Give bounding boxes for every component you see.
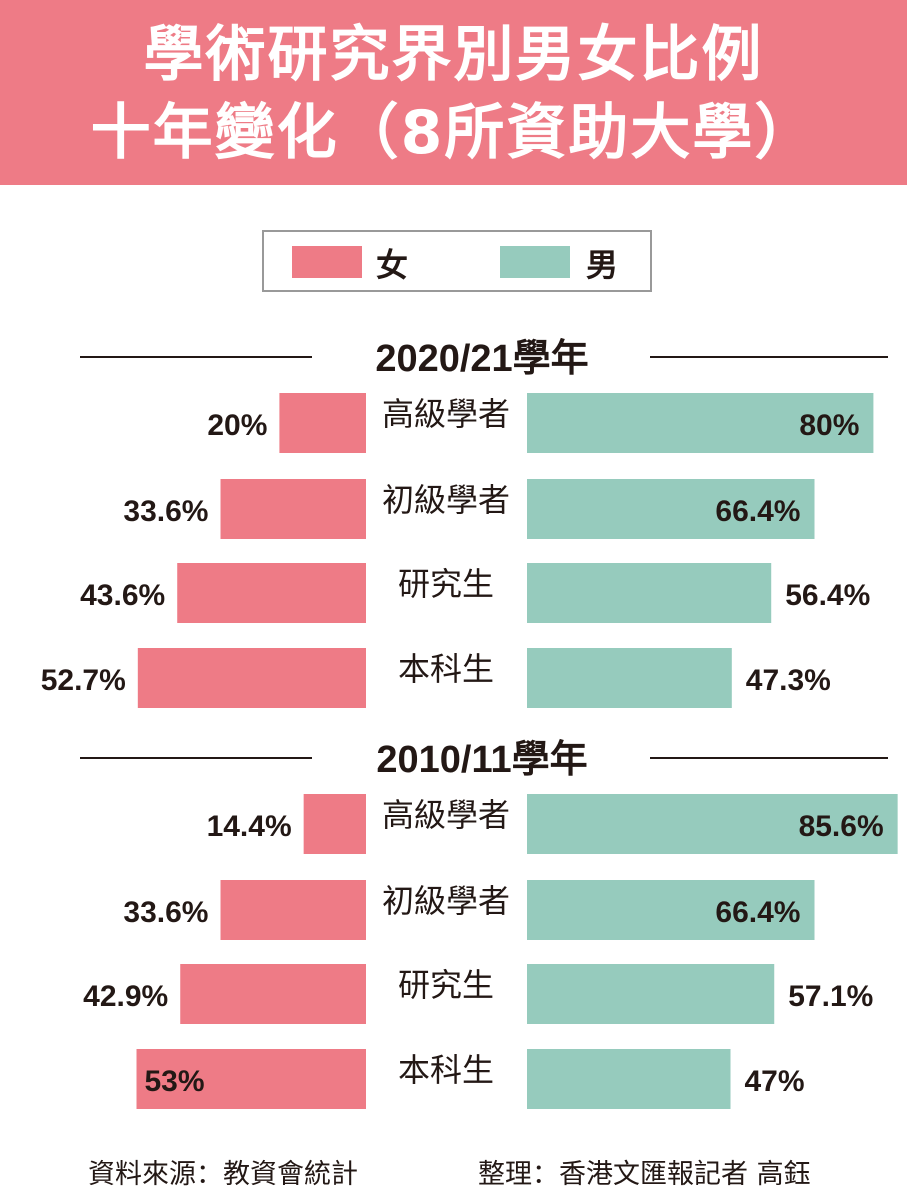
legend-label-male: 男 [586, 246, 619, 284]
data-label-female: 52.7% [41, 664, 126, 697]
data-label-male: 80% [799, 409, 859, 442]
data-label-female: 33.6% [123, 495, 208, 528]
category-label: 研究生 [398, 966, 494, 1004]
legend: 女 男 [262, 230, 652, 292]
bar-female [177, 563, 366, 623]
data-label-female: 53% [145, 1065, 205, 1098]
data-label-male: 47% [745, 1065, 805, 1098]
bar-female [137, 648, 366, 708]
data-label-male: 57.1% [788, 980, 873, 1013]
chart-title-line-1: 學術研究界別男女比例 [143, 20, 764, 90]
category-label: 本科生 [398, 1051, 494, 1089]
bar-male [527, 648, 732, 708]
data-label-female: 33.6% [123, 896, 208, 929]
source-note: 資料來源：教資會統計 [88, 1159, 358, 1190]
credit-note: 整理：香港文匯報記者 高鈺 [478, 1159, 811, 1190]
data-label-female: 20% [207, 409, 267, 442]
bar-male [527, 964, 775, 1024]
data-label-female: 14.4% [207, 810, 292, 843]
panel-title: 2010/11學年 [376, 739, 587, 781]
data-label-male: 47.3% [746, 664, 831, 697]
category-label: 初級學者 [382, 481, 510, 519]
bar-male [527, 393, 874, 453]
title-banner: 學術研究界別男女比例 十年變化（8所資助大學） [0, 0, 907, 185]
data-label-male: 56.4% [785, 579, 870, 612]
data-label-female: 43.6% [80, 579, 165, 612]
bar-female [279, 393, 366, 453]
category-label: 高級學者 [382, 395, 510, 433]
category-label: 高級學者 [382, 796, 510, 834]
bar-female [303, 794, 366, 854]
category-label: 初級學者 [382, 882, 510, 920]
data-label-female: 42.9% [83, 980, 168, 1013]
bar-female [136, 1049, 366, 1109]
data-label-male: 66.4% [715, 495, 800, 528]
legend-label-female: 女 [376, 246, 409, 284]
bar-male [527, 880, 815, 940]
bar-male [527, 1049, 731, 1109]
bar-female [180, 964, 366, 1024]
bar-male [527, 479, 815, 539]
bar-female [220, 479, 366, 539]
category-label: 本科生 [398, 650, 494, 688]
bar-male [527, 563, 772, 623]
legend-swatch-female [292, 246, 362, 278]
data-label-male: 66.4% [715, 896, 800, 929]
chart-title-line-2: 十年變化（8所資助大學） [90, 98, 817, 168]
bar-male [527, 794, 898, 854]
category-label: 研究生 [398, 565, 494, 603]
data-label-male: 85.6% [799, 810, 884, 843]
panel-title: 2020/21學年 [375, 338, 588, 380]
legend-swatch-male [500, 246, 570, 278]
bar-female [220, 880, 366, 940]
